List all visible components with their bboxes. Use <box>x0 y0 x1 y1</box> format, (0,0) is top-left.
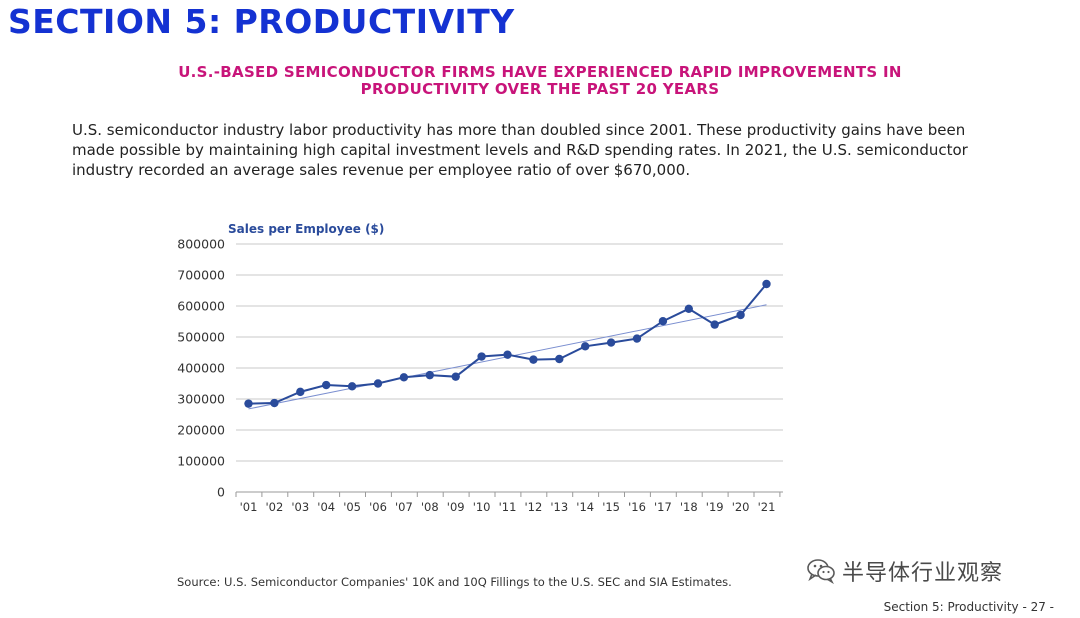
y-axis-ticks: 0 100000 200000 300000 400000 500000 600000 700… <box>177 237 225 500</box>
subtitle: U.S.-BASED SEMICONDUCTOR FIRMS HAVE EXPE… <box>178 63 902 98</box>
x-tick-label: '01 <box>240 500 258 514</box>
y-tick-label: 700000 <box>177 268 225 283</box>
x-tick-label: '12 <box>525 500 543 514</box>
data-point <box>632 334 642 343</box>
page-footer: Section 5: Productivity - 27 - <box>883 600 1054 614</box>
chart-title: Sales per Employee ($) <box>228 222 384 236</box>
data-point <box>244 399 253 408</box>
data-point <box>581 342 590 351</box>
y-tick-label: 0 <box>217 485 225 500</box>
y-tick-label: 200000 <box>177 423 225 438</box>
x-tick-label: '07 <box>395 500 413 514</box>
y-tick-label: 800000 <box>177 237 225 252</box>
data-point <box>736 310 745 320</box>
y-tick-label: 300000 <box>177 392 225 407</box>
x-tick-label: '11 <box>499 500 517 514</box>
y-tick-label: 400000 <box>177 361 225 376</box>
x-tick-label: '17 <box>654 500 672 514</box>
data-point <box>296 387 305 397</box>
watermark: 半导体行业观察 <box>806 555 1003 587</box>
y-tick-label: 600000 <box>177 299 225 314</box>
section-title: SECTION 5: PRODUCTIVITY <box>8 2 515 41</box>
data-point <box>425 370 434 380</box>
grid-lines <box>236 243 783 462</box>
x-tick-label: '05 <box>343 500 361 514</box>
data-point <box>684 304 693 313</box>
data-point <box>658 316 668 326</box>
data-point <box>762 279 771 289</box>
data-point <box>477 352 486 361</box>
y-tick-label: 500000 <box>177 330 225 345</box>
y-tick-label: 100000 <box>177 454 225 469</box>
x-tick-label: '21 <box>758 500 776 514</box>
data-markers <box>244 279 771 408</box>
data-point <box>503 350 512 359</box>
data-point <box>322 380 331 390</box>
data-point <box>555 354 564 364</box>
x-tick-label: '10 <box>473 500 491 514</box>
x-tick-label: '03 <box>291 500 309 514</box>
data-point <box>270 398 279 408</box>
x-tick-label: '09 <box>447 500 465 514</box>
x-tick-label: '19 <box>706 500 724 514</box>
x-tick-label: '02 <box>266 500 284 514</box>
data-point <box>347 382 357 391</box>
data-point <box>606 338 616 347</box>
x-tick-label: '20 <box>732 500 750 514</box>
x-tick-label: '15 <box>602 500 620 514</box>
wechat-icon <box>807 559 835 584</box>
watermark-text: 半导体行业观察 <box>842 561 1004 586</box>
x-tick-label: '14 <box>576 500 594 514</box>
x-tick-label: '04 <box>317 500 335 514</box>
x-axis-ticks: '01 '02 '03 '04 '05 '06 '07 '08 '09 '10 '11 '12 '13 '… <box>235 492 781 514</box>
source-note: Source: U.S. Semiconductor Companies' 10… <box>177 575 732 589</box>
x-tick-label: '08 <box>421 500 439 514</box>
x-tick-label: '06 <box>369 500 387 514</box>
x-tick-label: '18 <box>680 500 698 514</box>
data-point <box>451 372 460 381</box>
x-tick-label: '13 <box>550 500 568 514</box>
data-point <box>399 373 409 382</box>
data-point <box>373 379 383 388</box>
body-paragraph: U.S. semiconductor industry labor produc… <box>72 121 968 179</box>
data-point <box>710 320 719 329</box>
x-tick-label: '16 <box>628 500 646 514</box>
data-point <box>529 355 538 364</box>
